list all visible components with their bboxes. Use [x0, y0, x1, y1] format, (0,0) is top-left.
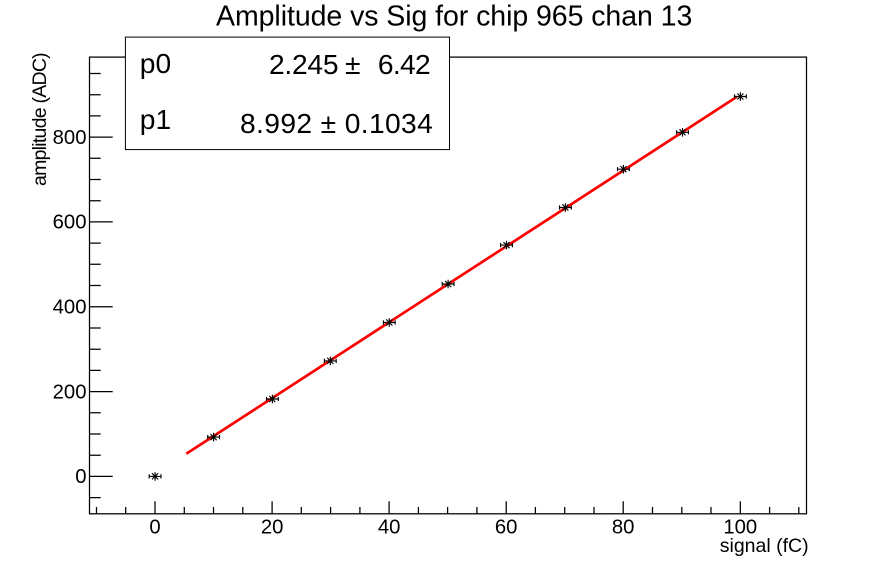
svg-text:800: 800	[53, 127, 87, 149]
svg-text:600: 600	[53, 212, 87, 234]
svg-text:6.42: 6.42	[378, 48, 431, 80]
svg-text:400: 400	[53, 296, 87, 318]
svg-text:signal (fC): signal (fC)	[720, 535, 809, 557]
svg-text:2.245: 2.245	[269, 48, 339, 80]
svg-text:0: 0	[75, 466, 86, 488]
svg-text:p1: p1	[140, 103, 171, 135]
svg-text:amplitude (ADC): amplitude (ADC)	[29, 52, 51, 186]
svg-text:80: 80	[612, 517, 635, 539]
svg-text:±: ±	[345, 48, 360, 80]
svg-text:20: 20	[261, 517, 284, 539]
svg-text:100: 100	[723, 517, 757, 539]
svg-text:Amplitude vs Sig for chip 965: Amplitude vs Sig for chip 965 chan 13	[216, 0, 692, 32]
svg-text:0: 0	[149, 517, 160, 539]
svg-text:p0: p0	[140, 47, 171, 79]
svg-text:60: 60	[495, 517, 518, 539]
svg-text:40: 40	[378, 517, 401, 539]
svg-text:200: 200	[53, 381, 87, 403]
svg-text:8.992 ± 0.1034: 8.992 ± 0.1034	[240, 107, 433, 139]
